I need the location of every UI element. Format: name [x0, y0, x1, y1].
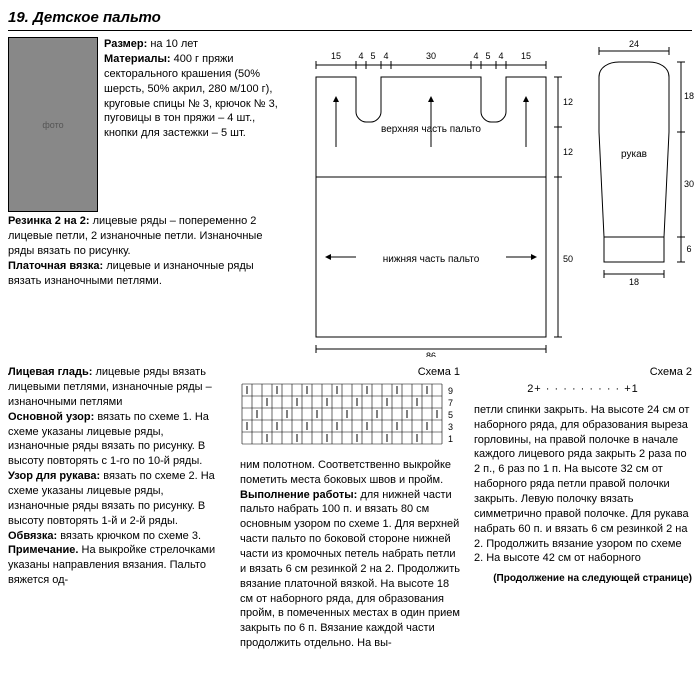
svg-text:12: 12 [563, 97, 573, 107]
svg-text:9: 9 [448, 386, 453, 396]
svg-text:30: 30 [684, 179, 694, 189]
text-col-2: Схема 1 97531 ним полотном. Соответствен… [240, 365, 460, 651]
svg-text:30: 30 [426, 51, 436, 61]
svg-text:5: 5 [485, 51, 490, 61]
body-diagram: 15 4 5 4 30 4 5 4 15 12 12 50 86 верхняя… [296, 37, 576, 357]
model-photo: фото [8, 37, 98, 212]
svg-text:5: 5 [370, 51, 375, 61]
svg-text:12: 12 [563, 147, 573, 157]
left-column: фото Размер: на 10 лет Материалы: 400 г … [8, 37, 288, 357]
svg-text:18: 18 [629, 277, 639, 287]
continuation-note: (Продолжение на следующей странице) [474, 572, 692, 586]
svg-text:нижняя часть пальто: нижняя часть пальто [383, 254, 480, 265]
schema2-label: Схема 2 [474, 365, 692, 380]
svg-text:6: 6 [686, 244, 691, 254]
right-column: 15 4 5 4 30 4 5 4 15 12 12 50 86 верхняя… [296, 37, 694, 357]
bottom-columns: Лицевая гладь: лицевые ряды вязать лицев… [8, 365, 692, 651]
garter-para: Платочная вязка: лицевые и изнаночные ря… [8, 259, 288, 289]
rib-para: Резинка 2 на 2: лицевые ряды – поперемен… [8, 214, 288, 259]
svg-text:4: 4 [358, 51, 363, 61]
svg-text:5: 5 [448, 410, 453, 420]
svg-text:86: 86 [426, 351, 436, 357]
top-section: фото Размер: на 10 лет Материалы: 400 г … [8, 37, 692, 357]
schema2-area: Схема 2 2+ · · · · · · · · · +1 [474, 365, 692, 397]
schema1-chart: 9 7 5 3 1 [240, 382, 460, 447]
svg-text:24: 24 [629, 39, 639, 49]
svg-text:15: 15 [521, 51, 531, 61]
svg-text:4: 4 [498, 51, 503, 61]
svg-text:рукав: рукав [621, 149, 647, 160]
pattern-title: 19. Детское пальто [8, 8, 692, 31]
svg-text:верхняя часть пальто: верхняя часть пальто [381, 124, 481, 135]
schema2-symbols: 2+ · · · · · · · · · +1 [474, 382, 692, 397]
sleeve-diagram: 24 18 30 6 18 рукав [584, 37, 694, 357]
schema1-label: Схема 1 [240, 365, 460, 380]
svg-text:50: 50 [563, 254, 573, 264]
svg-text:4: 4 [383, 51, 388, 61]
diagrams-row: 15 4 5 4 30 4 5 4 15 12 12 50 86 верхняя… [296, 37, 694, 357]
svg-text:18: 18 [684, 91, 694, 101]
svg-text:4: 4 [473, 51, 478, 61]
text-col-1: Лицевая гладь: лицевые ряды вязать лицев… [8, 365, 226, 651]
svg-text:3: 3 [448, 422, 453, 432]
text-col-3: Схема 2 2+ · · · · · · · · · +1 петли сп… [474, 365, 692, 651]
svg-text:15: 15 [331, 51, 341, 61]
svg-text:1: 1 [448, 434, 453, 444]
svg-text:7: 7 [448, 398, 453, 408]
schema1-area: Схема 1 9 7 5 3 1 [240, 365, 460, 452]
